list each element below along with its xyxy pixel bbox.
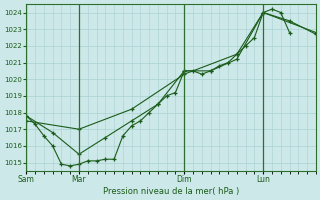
X-axis label: Pression niveau de la mer( hPa ): Pression niveau de la mer( hPa ) <box>103 187 239 196</box>
